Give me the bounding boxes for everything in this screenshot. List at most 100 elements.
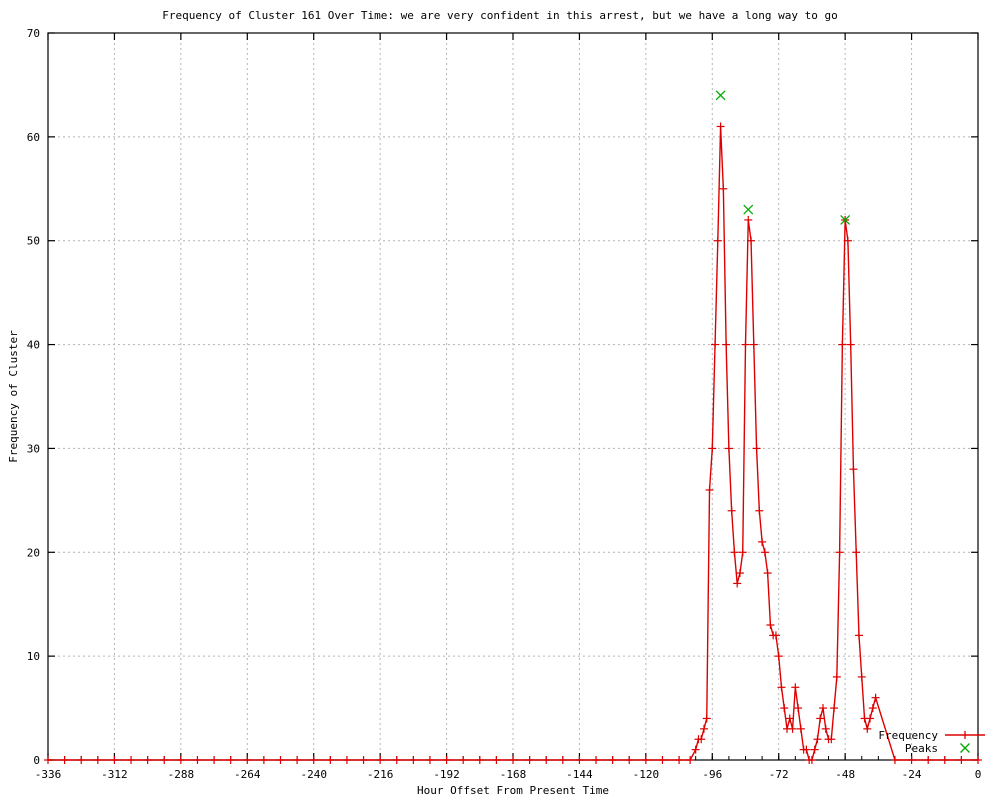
- legend-marker-peaks-icon[interactable]: [960, 743, 970, 753]
- axis-tick-labels: -336 -312 -288 -264 -240 -216 -192 -168 -144 -120…: [27, 27, 982, 781]
- frequency-point-marker: [127, 756, 136, 764]
- frequency-point-marker: [735, 569, 744, 578]
- frequency-point-marker: [974, 756, 982, 764]
- frequency-point-marker: [702, 714, 711, 723]
- x-tick-label: -144: [566, 768, 593, 781]
- frequency-point-marker: [226, 756, 235, 764]
- frequency-point-marker: [243, 756, 252, 764]
- frequency-point-marker: [492, 756, 501, 764]
- frequency-point-marker: [852, 548, 861, 557]
- y-tick-label: 0: [33, 754, 40, 767]
- frequency-point-marker: [686, 756, 695, 764]
- frequency-point-marker: [832, 672, 841, 681]
- frequency-point-marker: [658, 756, 667, 764]
- y-tick-label: 70: [27, 27, 40, 40]
- frequency-point-marker: [722, 340, 731, 349]
- frequency-point-marker: [193, 756, 202, 764]
- x-tick-label: -216: [367, 768, 394, 781]
- frequency-point-marker: [160, 756, 169, 764]
- frequency-point-marker: [777, 683, 786, 692]
- y-tick-label: 60: [27, 131, 40, 144]
- x-tick-label: -240: [300, 768, 327, 781]
- x-tick-label: -192: [433, 768, 460, 781]
- frequency-point-marker: [890, 756, 899, 764]
- y-tick-label: 40: [27, 339, 40, 352]
- plot-frame: [47, 32, 979, 761]
- frequency-point-marker: [44, 756, 52, 764]
- frequency-point-marker: [907, 756, 916, 764]
- frequency-point-marker: [376, 756, 385, 764]
- frequency-point-marker: [830, 704, 839, 713]
- frequency-point-marker: [93, 756, 102, 764]
- frequency-point-marker: [863, 724, 872, 733]
- frequency-point-marker: [846, 340, 855, 349]
- frequency-point-marker: [827, 735, 836, 744]
- frequency-point-marker: [176, 756, 185, 764]
- frequency-point-marker: [309, 756, 318, 764]
- frequency-point-marker: [425, 756, 434, 764]
- x-tick-label: 0: [975, 768, 982, 781]
- frequency-point-marker: [760, 548, 769, 557]
- frequency-point-marker: [259, 756, 268, 764]
- x-tick-label: -168: [500, 768, 527, 781]
- frequency-point-marker: [821, 724, 830, 733]
- grid-lines: [48, 33, 978, 760]
- frequency-point-marker: [575, 756, 584, 764]
- frequency-point-marker: [409, 756, 418, 764]
- frequency-point-marker: [816, 714, 825, 723]
- frequency-point-marker: [459, 756, 468, 764]
- frequency-point-marker: [788, 724, 797, 733]
- frequency-point-marker: [807, 756, 816, 764]
- frequency-point-marker: [143, 756, 152, 764]
- legend-label-peaks[interactable]: Peaks: [905, 742, 938, 755]
- frequency-point-marker: [641, 756, 650, 764]
- frequency-point-marker: [525, 756, 534, 764]
- peak-marker: [715, 90, 726, 101]
- frequency-point-marker: [813, 735, 822, 744]
- x-tick-label: -288: [168, 768, 195, 781]
- frequency-point-marker: [359, 756, 368, 764]
- x-tick-label: -72: [769, 768, 789, 781]
- frequency-point-marker: [705, 485, 714, 494]
- frequency-point-marker: [752, 444, 761, 453]
- frequency-point-marker: [774, 652, 783, 661]
- frequency-point-marker: [838, 340, 847, 349]
- frequency-point-marker: [697, 735, 706, 744]
- page-title: Frequency of Cluster 161 Over Time: we a…: [162, 9, 838, 22]
- frequency-point-marker: [442, 756, 451, 764]
- frequency-point-marker: [724, 444, 733, 453]
- frequency-point-marker: [719, 184, 728, 193]
- frequency-point-marker: [780, 704, 789, 713]
- frequency-point-marker: [766, 620, 775, 629]
- x-tick-label: -96: [702, 768, 722, 781]
- legend-label-frequency[interactable]: Frequency: [878, 729, 938, 742]
- peak-marker: [840, 214, 851, 225]
- frequency-point-marker: [699, 724, 708, 733]
- frequency-point-marker: [854, 631, 863, 640]
- frequency-point-marker: [475, 756, 484, 764]
- frequency-point-marker: [802, 745, 811, 754]
- frequency-point-marker: [625, 756, 634, 764]
- frequency-point-marker: [758, 537, 767, 546]
- frequency-point-marker: [716, 122, 725, 131]
- frequency-point-marker: [727, 506, 736, 515]
- frequency-point-marker: [866, 714, 875, 723]
- frequency-point-marker: [747, 236, 756, 245]
- frequency-point-marker: [730, 548, 739, 557]
- frequency-point-marker: [542, 756, 551, 764]
- x-tick-label: -120: [633, 768, 660, 781]
- legend-marker-frequency-icon[interactable]: [945, 731, 985, 739]
- frequency-point-marker: [210, 756, 219, 764]
- frequency-point-marker: [771, 631, 780, 640]
- frequency-point-marker: [713, 236, 722, 245]
- frequency-point-marker: [342, 756, 351, 764]
- x-tick-label: -264: [234, 768, 261, 781]
- y-tick-label: 50: [27, 235, 40, 248]
- peak-markers: [715, 90, 851, 225]
- frequency-line: [48, 126, 978, 761]
- frequency-point-marker: [857, 672, 866, 681]
- frequency-point-marker: [738, 548, 747, 557]
